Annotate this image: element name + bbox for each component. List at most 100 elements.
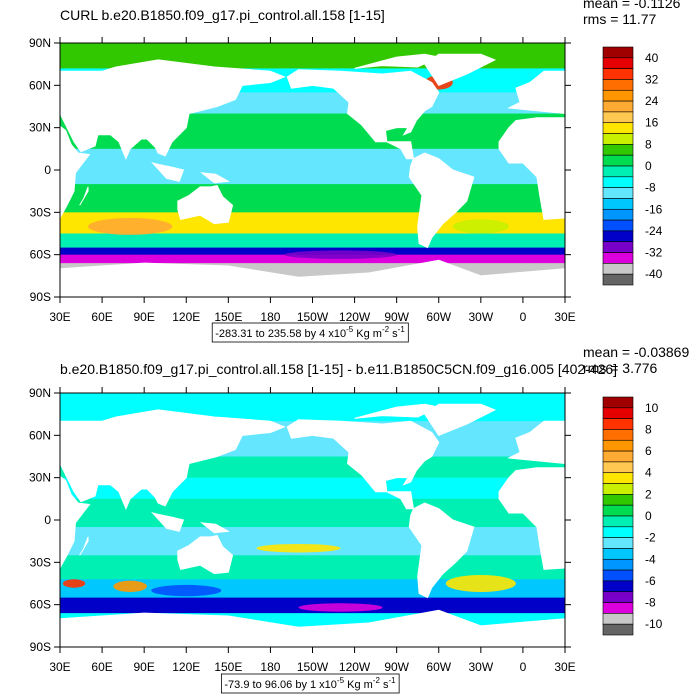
- lon-label: 0: [520, 660, 527, 674]
- contour-info-box: [211, 322, 409, 343]
- colorbar-box: [602, 613, 634, 625]
- lon-label: 150W: [297, 660, 329, 674]
- ocean-anomaly: [445, 575, 516, 592]
- info-text: Kg m: [344, 679, 373, 691]
- lat-label: 0: [44, 513, 51, 527]
- info-text: -283.31 to 235.58 by 4 x10: [215, 328, 346, 340]
- info-exponent: -2: [382, 325, 390, 334]
- colorbar-box: [602, 165, 634, 178]
- colorbar-label: 16: [645, 116, 659, 130]
- lon-label: 30E: [554, 310, 575, 324]
- info-exponent: -5: [346, 325, 354, 334]
- lon-label: 0: [520, 310, 527, 324]
- ocean-anomaly: [88, 217, 173, 235]
- land: [60, 475, 91, 569]
- land: [60, 409, 286, 511]
- lon-label: 150E: [214, 660, 242, 674]
- lon-label: 60W: [426, 310, 451, 324]
- lon-label: 120E: [172, 310, 200, 324]
- ocean-anomaly: [113, 580, 147, 592]
- panel-title: CURL b.e20.B1850.f09_g17.pi_control.all.…: [60, 7, 385, 23]
- colorbar-label: -10: [645, 617, 663, 631]
- colorbar-label: 0: [645, 159, 652, 173]
- colorbar-box: [602, 407, 634, 419]
- lon-label: 30W: [468, 660, 493, 674]
- colorbar-box: [602, 558, 634, 571]
- lon-label: 180: [260, 660, 280, 674]
- colorbar-box: [602, 537, 634, 549]
- colorbar-box: [602, 219, 634, 232]
- colorbar-box: [602, 569, 634, 582]
- lon-label: 30E: [554, 660, 575, 674]
- colorbar-box: [602, 461, 634, 474]
- land: [60, 125, 91, 219]
- colorbar-label: -24: [645, 224, 663, 238]
- info-text: Kg m: [353, 328, 382, 340]
- land: [60, 59, 286, 161]
- lat-label: 60N: [29, 78, 51, 92]
- panel-title: b.e20.B1850.f09_g17.pi_control.all.158 […: [60, 361, 617, 377]
- lon-label: 60E: [91, 660, 112, 674]
- lon-label: 90E: [133, 310, 154, 324]
- lon-label: 180: [260, 310, 280, 324]
- colorbar-label: 32: [645, 72, 659, 86]
- info-exponent: -5: [337, 676, 345, 685]
- colorbar-box: [602, 591, 634, 603]
- contour-info-box: [220, 673, 400, 694]
- ocean-anomaly: [62, 579, 86, 588]
- colorbar-box: [602, 46, 634, 59]
- ocean-anomaly: [151, 584, 222, 597]
- lat-label: 30S: [30, 205, 51, 219]
- colorbar-box: [602, 187, 634, 199]
- colorbar-box: [602, 241, 634, 253]
- colorbar-box: [602, 450, 634, 463]
- colorbar-box: [602, 580, 634, 593]
- colorbar-box: [602, 548, 634, 560]
- lon-label: 30W: [468, 310, 493, 324]
- ocean-band: [60, 254, 565, 264]
- colorbar-box: [602, 79, 634, 91]
- colorbar-label: -4: [645, 552, 656, 566]
- land: [177, 534, 234, 575]
- colorbar-label: 6: [645, 444, 652, 458]
- map-panel: 90N 60N 30N 0 30S 60S 90S 30E 60E 90E 120E 150E 180 1…: [29, 0, 681, 343]
- land: [79, 186, 89, 206]
- lon-label: 120W: [339, 660, 371, 674]
- ocean-band: [60, 477, 565, 500]
- land: [151, 512, 185, 532]
- lon-label: 120W: [339, 310, 371, 324]
- lon-label: 150W: [297, 310, 329, 324]
- colorbar-label: -8: [645, 596, 656, 610]
- lon-label: 30E: [49, 660, 70, 674]
- map-panel: 90N 60N 30N 0 30S 60S 90S 30E 60E 90E 120E 150E 180 1…: [29, 344, 689, 694]
- ocean-anomaly: [452, 219, 509, 234]
- land: [151, 162, 185, 182]
- colorbar-box: [602, 483, 634, 495]
- ocean-band: [60, 184, 565, 213]
- lon-label: 90W: [384, 660, 409, 674]
- land: [507, 70, 565, 115]
- colorbar-box: [602, 623, 634, 636]
- colorbar-box: [602, 208, 634, 221]
- ocean-anomaly: [256, 543, 341, 553]
- map-field: [60, 43, 565, 297]
- land: [60, 609, 565, 647]
- colorbar-box: [602, 176, 634, 188]
- colorbar-box: [602, 429, 634, 441]
- land: [498, 117, 565, 220]
- lon-label: 30E: [49, 310, 70, 324]
- colorbar-box: [602, 122, 634, 134]
- info-exponent: -2: [373, 676, 381, 685]
- land: [200, 522, 230, 534]
- colorbar-label: -6: [645, 574, 656, 588]
- colorbar-box: [602, 396, 634, 409]
- land: [286, 69, 440, 160]
- map-field: [60, 393, 565, 647]
- lat-label: 90N: [29, 36, 51, 50]
- land: [408, 502, 475, 599]
- ocean-band: [60, 498, 565, 528]
- land: [507, 420, 565, 465]
- colorbar-box: [602, 515, 634, 528]
- land: [79, 536, 89, 556]
- info-exponent: -1: [388, 676, 396, 685]
